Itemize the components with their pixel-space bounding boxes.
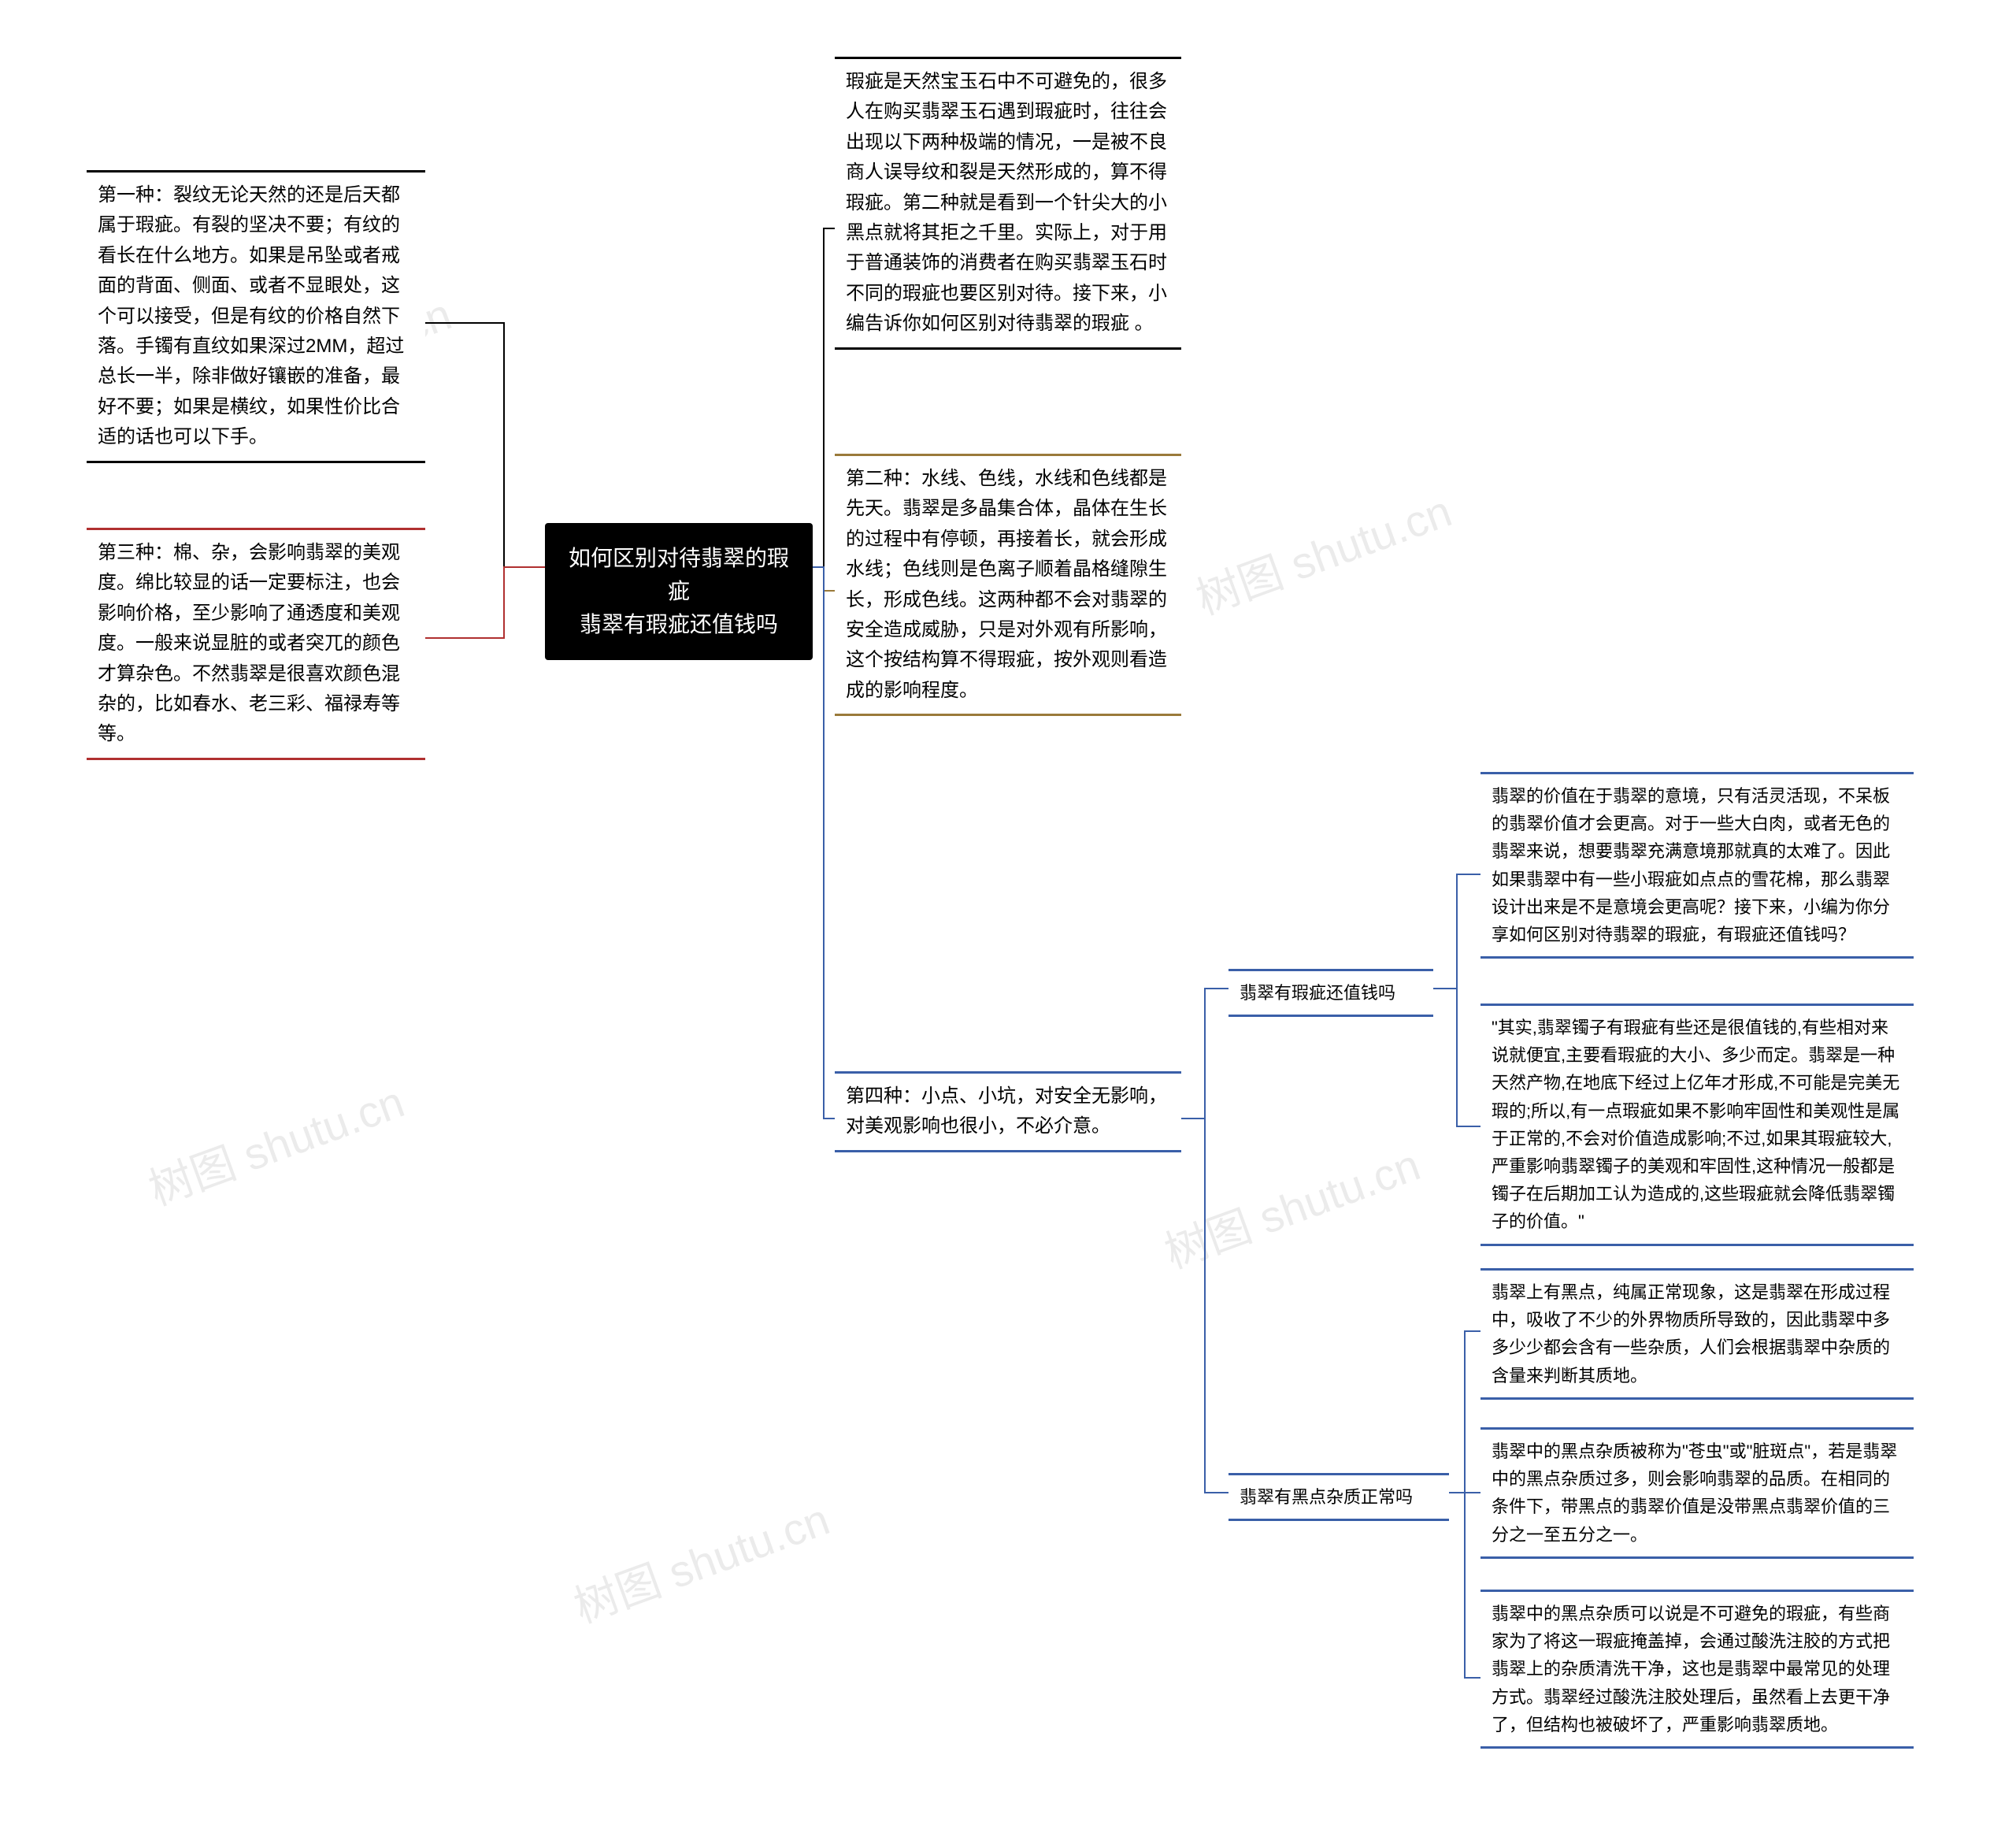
right-node-2-text: 第四种：小点、小坑，对安全无影响，对美观影响也很小，不必介意。	[846, 1085, 1167, 1137]
leaf-node-2-text: 翡翠上有黑点，纯属正常现象，这是翡翠在形成过程中，吸收了不少的外界物质所导致的，…	[1492, 1282, 1890, 1386]
watermark: 树图 shutu.cn	[564, 1484, 837, 1635]
leaf-node-4-text: 翡翠中的黑点杂质可以说是不可避免的瑕疵，有些商家为了将这一瑕疵掩盖掉，会通过酸洗…	[1492, 1604, 1890, 1734]
connector-root-right0	[813, 228, 835, 567]
connector-root-left0	[425, 323, 545, 567]
connector-right2-sub1	[1181, 1119, 1228, 1493]
leaf-node-3: 翡翠中的黑点杂质被称为"苍虫"或"脏斑点"，若是翡翠中的黑点杂质过多，则会影响翡…	[1480, 1427, 1914, 1559]
left-node-1: 第三种：棉、杂，会影响翡翠的美观度。绵比较显的话一定要标注，也会影响价格，至少影…	[87, 528, 425, 760]
leaf-node-4: 翡翠中的黑点杂质可以说是不可避免的瑕疵，有些商家为了将这一瑕疵掩盖掉，会通过酸洗…	[1480, 1590, 1914, 1749]
leaf-node-3-text: 翡翠中的黑点杂质被称为"苍虫"或"脏斑点"，若是翡翠中的黑点杂质过多，则会影响翡…	[1492, 1441, 1897, 1545]
watermark: 树图 shutu.cn	[139, 1067, 412, 1218]
leaf-node-0: 翡翠的价值在于翡翠的意境，只有活灵活现，不呆板的翡翠价值才会更高。对于一些大白肉…	[1480, 772, 1914, 959]
sub-header-1-text: 翡翠有黑点杂质正常吗	[1240, 1487, 1413, 1507]
leaf-node-1: "其实,翡翠镯子有瑕疵有些还是很值钱的,有些相对来说就便宜,主要看瑕疵的大小、多…	[1480, 1004, 1914, 1246]
right-node-0: 瑕疵是天然宝玉石中不可避免的，很多人在购买翡翠玉石遇到瑕疵时，往往会出现以下两种…	[835, 57, 1181, 350]
left-node-1-text: 第三种：棉、杂，会影响翡翠的美观度。绵比较显的话一定要标注，也会影响价格，至少影…	[98, 542, 400, 744]
connector-right2-sub0	[1181, 989, 1228, 1119]
left-node-0: 第一种：裂纹无论天然的还是后天都属于瑕疵。有裂的坚决不要；有纹的看长在什么地方。…	[87, 170, 425, 463]
watermark: 树图 shutu.cn	[1186, 476, 1459, 627]
connector-root-right1	[813, 567, 835, 591]
leaf-node-0-text: 翡翠的价值在于翡翠的意境，只有活灵活现，不呆板的翡翠价值才会更高。对于一些大白肉…	[1492, 786, 1890, 944]
root-label: 如何区别对待翡翠的瑕疵翡翠有瑕疵还值钱吗	[569, 546, 789, 636]
sub-header-0: 翡翠有瑕疵还值钱吗	[1228, 969, 1433, 1017]
right-node-0-text: 瑕疵是天然宝玉石中不可避免的，很多人在购买翡翠玉石遇到瑕疵时，往往会出现以下两种…	[846, 71, 1167, 334]
connector-root-right2	[813, 567, 835, 1119]
left-node-0-text: 第一种：裂纹无论天然的还是后天都属于瑕疵。有裂的坚决不要；有纹的看长在什么地方。…	[98, 184, 404, 447]
connector-sub1-leaf4	[1449, 1493, 1480, 1678]
right-node-1: 第二种：水线、色线，水线和色线都是先天。翡翠是多晶集合体，晶体在生长的过程中有停…	[835, 454, 1181, 716]
watermark: 树图 shutu.cn	[1154, 1130, 1428, 1281]
connector-sub0-leaf1	[1433, 989, 1480, 1126]
connector-root-left1	[425, 567, 545, 638]
right-node-2: 第四种：小点、小坑，对安全无影响，对美观影响也很小，不必介意。	[835, 1071, 1181, 1152]
root-node: 如何区别对待翡翠的瑕疵翡翠有瑕疵还值钱吗	[545, 523, 813, 660]
connector-sub0-leaf0	[1433, 874, 1480, 989]
right-node-1-text: 第二种：水线、色线，水线和色线都是先天。翡翠是多晶集合体，晶体在生长的过程中有停…	[846, 468, 1167, 701]
leaf-node-1-text: "其实,翡翠镯子有瑕疵有些还是很值钱的,有些相对来说就便宜,主要看瑕疵的大小、多…	[1492, 1018, 1899, 1231]
connector-sub1-leaf2	[1449, 1331, 1480, 1493]
leaf-node-2: 翡翠上有黑点，纯属正常现象，这是翡翠在形成过程中，吸收了不少的外界物质所导致的，…	[1480, 1268, 1914, 1400]
sub-header-0-text: 翡翠有瑕疵还值钱吗	[1240, 983, 1395, 1003]
sub-header-1: 翡翠有黑点杂质正常吗	[1228, 1473, 1449, 1521]
